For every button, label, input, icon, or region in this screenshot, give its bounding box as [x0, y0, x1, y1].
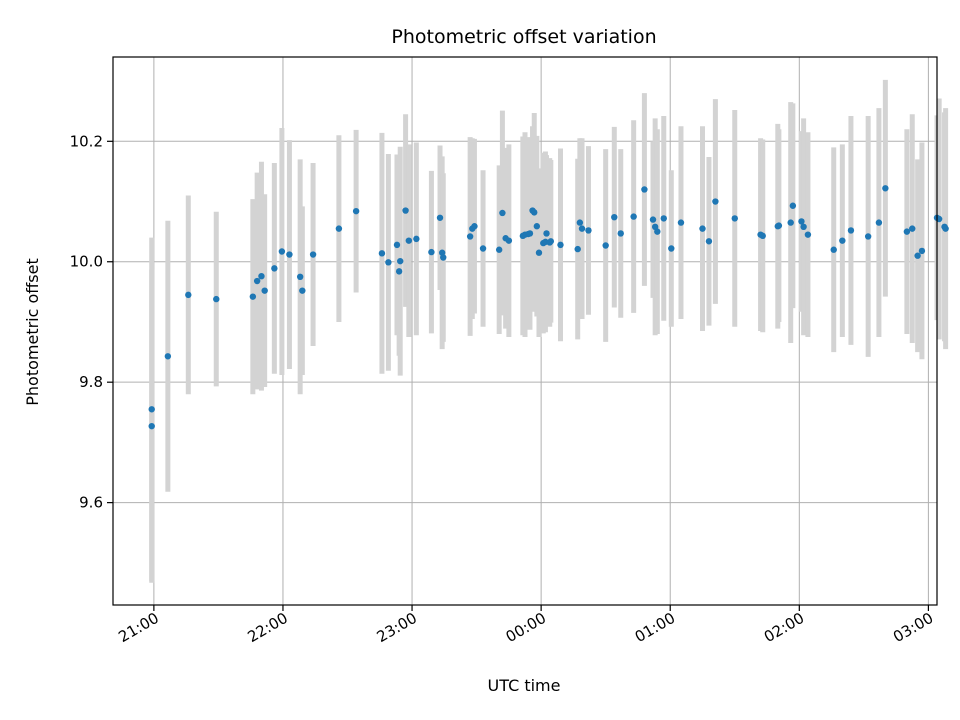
- data-point: [164, 353, 172, 360]
- data-point: [402, 207, 409, 214]
- data-point: [405, 237, 413, 244]
- data-point: [668, 245, 675, 252]
- data-point: [602, 242, 609, 249]
- data-point: [875, 219, 883, 226]
- data-point: [557, 241, 564, 249]
- data-point: [830, 246, 837, 253]
- data-point: [526, 230, 534, 237]
- data-point: [309, 251, 317, 258]
- data-point: [705, 238, 713, 245]
- data-point: [882, 185, 889, 192]
- data-point: [649, 216, 657, 223]
- data-point: [185, 291, 192, 299]
- data-point: [839, 237, 846, 244]
- data-point: [397, 257, 404, 265]
- data-point: [286, 251, 293, 258]
- data-point: [148, 422, 155, 430]
- data-point: [393, 241, 401, 249]
- y-axis-label: Photometric offset: [23, 258, 42, 406]
- data-point: [617, 230, 624, 237]
- data-point: [258, 273, 265, 280]
- data-point: [253, 277, 261, 285]
- plot-frame: [112, 56, 938, 606]
- data-point: [918, 247, 926, 255]
- data-point: [505, 237, 513, 244]
- data-point: [479, 245, 487, 252]
- y-axis-ticks: 9.6 9.8 10.0 10.2: [70, 132, 113, 512]
- y-tick-label: 10.2: [70, 132, 103, 150]
- data-point: [249, 293, 257, 300]
- data-point: [385, 259, 392, 266]
- data-point: [903, 228, 911, 235]
- data-point: [677, 219, 685, 226]
- data-point: [611, 213, 618, 221]
- data-point: [651, 223, 659, 231]
- data-point: [800, 223, 807, 231]
- data-point: [787, 219, 794, 226]
- data-point: [395, 268, 403, 275]
- data-point: [531, 209, 538, 216]
- data-point: [466, 233, 474, 240]
- data-point: [440, 254, 447, 261]
- data-point: [261, 287, 268, 294]
- x-axis-label: UTC time: [488, 676, 561, 695]
- y-tick-label: 10.0: [70, 253, 103, 271]
- data-point: [535, 249, 543, 256]
- data-point: [543, 230, 550, 237]
- data-point: [699, 225, 706, 232]
- data-point: [909, 225, 916, 232]
- data-point: [574, 245, 581, 253]
- data-point: [630, 213, 637, 220]
- data-point: [428, 248, 435, 256]
- data-point: [436, 214, 444, 221]
- data-point: [804, 231, 812, 238]
- data-point: [585, 227, 592, 234]
- data-point: [495, 246, 503, 253]
- data-point: [864, 233, 872, 240]
- data-point: [775, 222, 783, 229]
- y-tick-label: 9.6: [79, 494, 103, 512]
- data-point: [533, 223, 541, 230]
- data-point: [352, 207, 360, 215]
- data-point: [547, 238, 555, 245]
- y-tick-label: 9.8: [79, 373, 103, 391]
- data-point: [759, 232, 766, 240]
- data-point: [789, 202, 797, 209]
- data-point: [296, 273, 304, 281]
- data-point: [660, 215, 667, 222]
- data-point: [942, 225, 949, 232]
- data-point: [712, 198, 719, 205]
- data-point: [471, 223, 478, 230]
- data-point: [213, 295, 220, 303]
- chart-title: Photometric offset variation: [391, 26, 656, 48]
- data-point: [299, 287, 306, 294]
- data-point: [798, 218, 805, 225]
- data-point: [654, 228, 661, 235]
- data-point: [914, 252, 921, 259]
- data-point: [271, 265, 278, 272]
- data-points: [148, 185, 949, 430]
- data-point: [731, 215, 738, 222]
- data-point: [578, 225, 586, 232]
- data-point: [576, 219, 584, 226]
- data-point: [847, 227, 855, 234]
- data-point: [378, 250, 386, 257]
- data-point: [148, 406, 155, 413]
- data-point: [278, 248, 286, 255]
- data-point: [335, 225, 343, 232]
- data-point: [499, 209, 506, 217]
- data-point: [641, 186, 648, 193]
- data-point: [438, 249, 446, 256]
- data-point: [413, 235, 420, 243]
